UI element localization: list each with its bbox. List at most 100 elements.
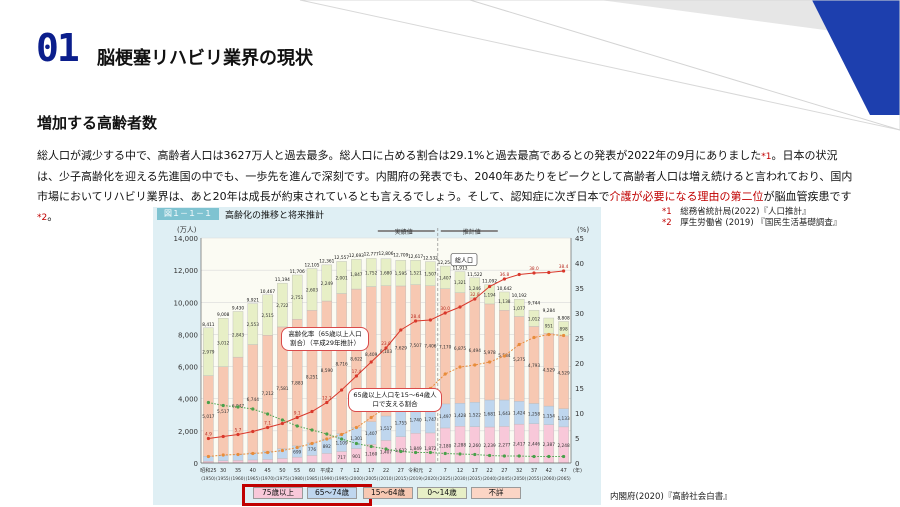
aging-rate-label: 38.0 — [529, 266, 539, 272]
aging-rate-label: 4.9 — [205, 432, 212, 438]
body-text-part: 総人口が減少する中で、高齢者人口は3627万人と過去最多。総人口に占める割合は2… — [37, 149, 762, 162]
bar-segment — [262, 459, 273, 464]
slide-number: 01 — [36, 26, 80, 70]
bar-value-label: 4,529 — [557, 370, 570, 376]
bar-value-label: 1,424 — [513, 411, 526, 417]
bar-value-label: 1,507 — [424, 272, 437, 278]
working-ratio-point — [517, 454, 521, 458]
bar-segment — [484, 284, 495, 305]
bar-value-label: 2,249 — [321, 281, 334, 287]
bar-value-label: 8,103 — [380, 349, 393, 355]
x-tick-label: 7 — [444, 468, 447, 474]
y-tick-label: 0 — [194, 460, 198, 468]
bar-total-label: 11,092 — [482, 279, 497, 285]
y-tick-label: 6,000 — [178, 364, 198, 372]
bar-segment — [217, 318, 229, 367]
working-ratio-point — [502, 454, 506, 458]
bar-total-label: 11,522 — [467, 272, 482, 278]
bar-value-label: 1,680 — [380, 270, 393, 276]
total-label: 総人口 — [455, 257, 473, 265]
aging-rate-point — [443, 311, 447, 315]
bar-value-label: 7,581 — [276, 386, 289, 392]
x-tick-label: 45 — [264, 468, 270, 474]
bar-value-label: 2,843 — [232, 332, 245, 338]
bar-value-label: 1,138 — [498, 299, 511, 305]
x-tick-label: 55 — [294, 468, 300, 474]
bar-value-label: 7,629 — [395, 345, 408, 351]
bar-value-label: 2,603 — [306, 287, 319, 293]
bar-segment — [365, 258, 377, 287]
bar-segment — [321, 264, 333, 302]
bar-segment — [454, 271, 466, 293]
aging-rate-point — [280, 421, 284, 426]
bar-total-label: 12,532 — [423, 256, 438, 262]
bar-segment — [247, 459, 259, 464]
bar-value-label: 1,012 — [528, 316, 541, 322]
bar-total-label: 8,411 — [202, 322, 215, 328]
x-tick-label: 50 — [279, 468, 285, 474]
bar-value-label: 776 — [308, 447, 316, 453]
bar-value-label: 2,239 — [483, 443, 496, 449]
x-tick-label: 2 — [429, 468, 432, 474]
y2-tick-label: 30 — [575, 310, 584, 318]
x-year-label: (2025) — [438, 476, 453, 482]
working-ratio-point — [428, 450, 432, 455]
aging-rate-75-point — [473, 363, 477, 367]
x-year-label: (2040) — [482, 476, 497, 482]
legend-item-15-64: 15～64歳 — [363, 487, 413, 499]
bar-segment — [395, 260, 407, 287]
bar-value-label: 2,180 — [439, 443, 452, 449]
working-ratio-point — [547, 454, 551, 459]
bar-segment — [425, 261, 436, 287]
aging-rate-label: 5.7 — [235, 428, 242, 434]
aging-rate-point — [354, 374, 358, 378]
bar-value-label: 1,077 — [513, 306, 526, 312]
references: *1 総務省統計局(2022)『人口推計』 *2 厚生労働省 (2019) 『国… — [662, 207, 841, 229]
x-tick-label: 17 — [368, 468, 374, 474]
aging-rate-75-point — [251, 451, 255, 456]
x-year-label: (2005) — [364, 476, 379, 482]
bar-value-label: 1,755 — [395, 421, 408, 427]
bar-value-label: 6,744 — [247, 397, 260, 403]
chart-title: 高齢化の推移と将来推計 — [225, 211, 325, 221]
bar-value-label: 6,494 — [469, 348, 482, 354]
aging-rate-75-point — [221, 453, 225, 457]
aging-rate-label: 38.4 — [559, 264, 569, 270]
bar-value-label: 7,507 — [409, 343, 422, 349]
aging-rate-75-point — [325, 437, 329, 441]
x-year-label: (2035) — [468, 476, 483, 482]
aging-rate-point — [532, 271, 536, 275]
legend-item-unknown: 不詳 — [471, 487, 521, 499]
legend-item-75-plus: 75歳以上 — [253, 487, 303, 499]
aging-rate-label: 9.1 — [294, 411, 301, 417]
bar-total-label: 8,808 — [557, 315, 570, 321]
bar-segment — [336, 261, 347, 294]
working-ratio-point — [221, 403, 225, 408]
bar-segment — [306, 268, 318, 311]
working-ratio-point — [399, 449, 403, 454]
x-year-label: (1990) — [320, 476, 335, 482]
bar-value-label: 1,246 — [469, 286, 482, 292]
bar-value-label: 8,622 — [350, 356, 363, 362]
bar-value-label: 7,406 — [424, 343, 437, 349]
x-tick-label: 27 — [501, 468, 507, 474]
bar-total-label: 12,361 — [319, 258, 334, 264]
x-tick-label: 35 — [235, 468, 241, 474]
x-year-label: (1950) — [201, 476, 216, 482]
bar-total-label: 9,284 — [543, 308, 556, 314]
chart-header: 図１－１－１ 高齢化の推移と将来推計 — [153, 207, 601, 221]
bar-value-label: 2,260 — [469, 443, 482, 449]
bar-value-label: 951 — [545, 324, 553, 330]
x-tick-label: 47 — [560, 468, 566, 474]
working-ratio-point — [266, 412, 270, 416]
source-citation: 内閣府(2020)『高齢社会白書』 — [610, 492, 732, 502]
bar-value-label: 4,529 — [543, 368, 556, 374]
x-year-label: (1970) — [260, 476, 275, 482]
x-tick-label: 22 — [383, 468, 389, 474]
x-tick-label: 37 — [531, 468, 537, 474]
bar-segment — [351, 259, 362, 290]
bar-total-label: 9,921 — [247, 298, 260, 304]
working-ratio-point — [532, 454, 536, 459]
bar-value-label: 1,595 — [395, 271, 408, 277]
aging-rate-75-point — [547, 332, 551, 337]
